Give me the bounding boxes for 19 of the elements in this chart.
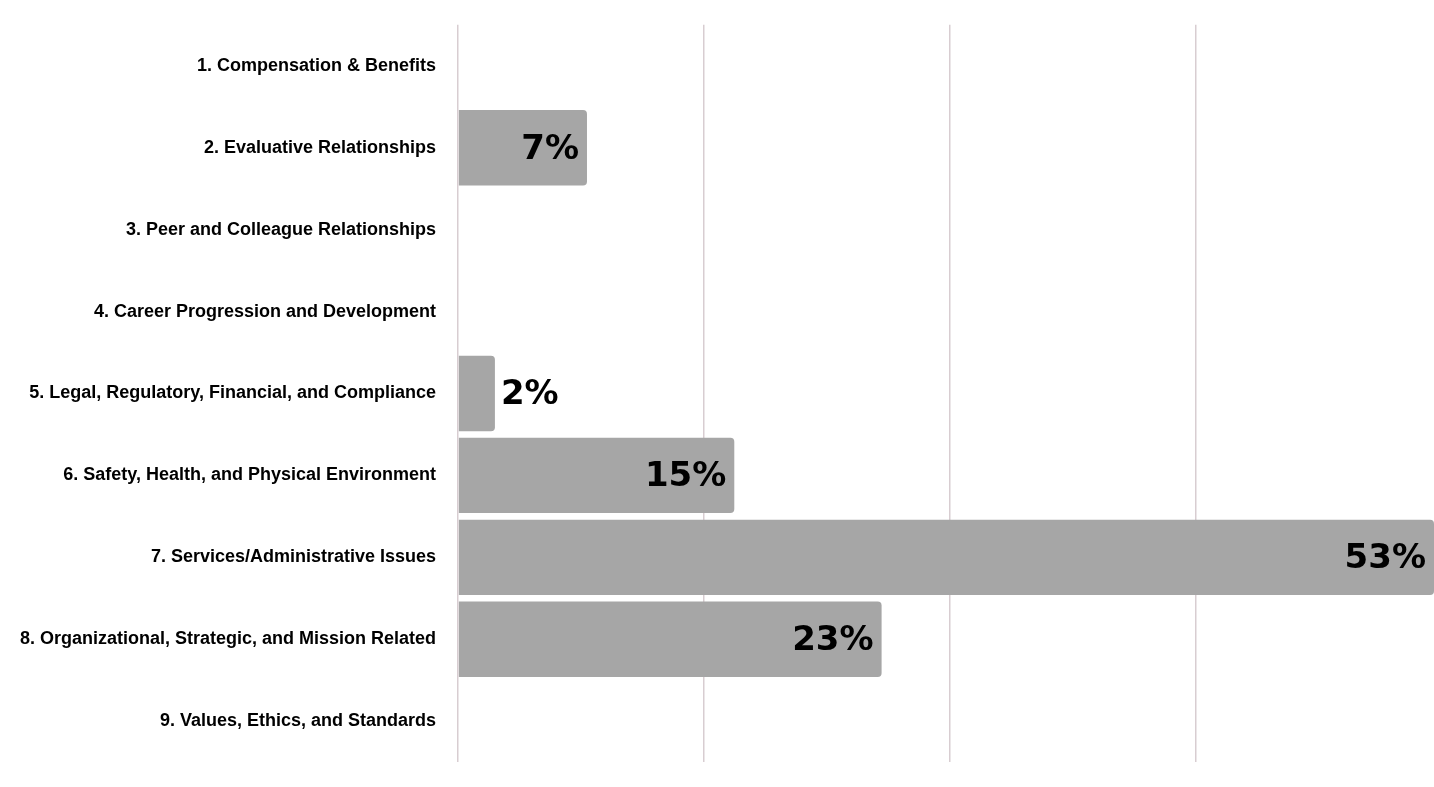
bar: [458, 110, 587, 186]
y-tick-label: 5. Legal, Regulatory, Financial, and Compliance: [29, 382, 437, 403]
bar: [458, 519, 1434, 596]
bar: [458, 437, 735, 514]
y-tick-label: 9. Values, Ethics, and Standards: [159, 710, 437, 731]
y-tick-label: 3. Peer and Colleague Relationships: [126, 218, 437, 239]
data-label: 15%: [644, 454, 727, 495]
data-label: 2%: [500, 372, 559, 413]
y-tick-label: 2. Evaluative Relationships: [204, 136, 437, 157]
bar: [458, 601, 882, 677]
bar: [458, 355, 495, 432]
y-tick-label: 6. Safety, Health, and Physical Environment: [63, 464, 437, 485]
y-tick-label: 4. Career Progression and Development: [93, 300, 437, 321]
y-tick-label: 1. Compensation & Benefits: [197, 54, 437, 75]
data-label: 53%: [1344, 536, 1426, 577]
y-tick-label: 7. Services/Administrative Issues: [150, 546, 437, 567]
data-label: 7%: [521, 126, 579, 167]
data-label: 23%: [792, 618, 874, 659]
y-tick-label: 8. Organizational, Strategic, and Mission Related: [20, 628, 437, 649]
